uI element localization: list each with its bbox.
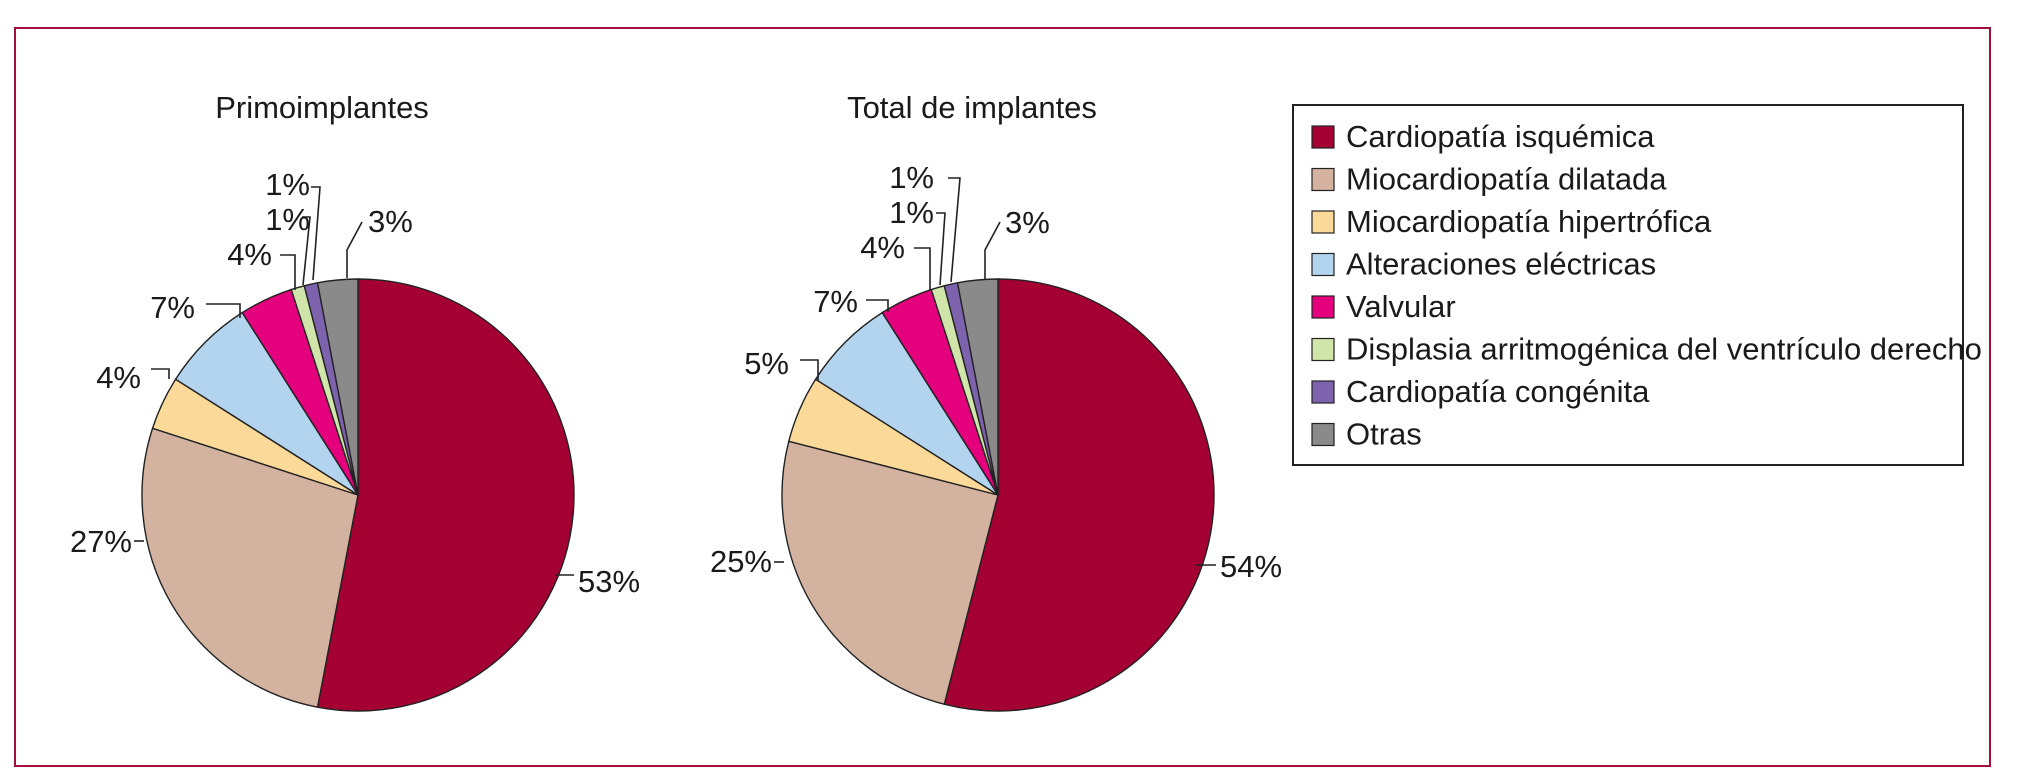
data-label-cardiopatia-congenita: 1% (889, 160, 934, 195)
leader-line-displasia-arritmogenica-del-ventriculo-derecho (936, 212, 946, 286)
legend: Cardiopatía isquémica Miocardiopatía dila… (1292, 104, 1982, 466)
data-label-miocardiopatia-hipertrofica: 4% (96, 360, 141, 395)
legend-label-miocardiopatia-dilatada: Miocardiopatía dilatada (1346, 162, 1667, 197)
legend-swatch-displasia-arritmogenica-del-ventriculo-derecho (1311, 337, 1335, 362)
leader-line-cardiopatia-congenita (948, 177, 961, 283)
legend-swatch-valvular (1311, 295, 1335, 319)
legend-swatch-miocardiopatia-hipertrofica (1311, 210, 1335, 234)
data-label-cardiopatia-congenita: 1% (265, 167, 310, 202)
legend-swatch-cardiopatia-congenita (1311, 380, 1335, 404)
data-label-miocardiopatia-dilatada: 27% (70, 524, 132, 559)
data-label-cardiopatia-isquemica: 53% (578, 564, 640, 599)
pie-slice-otras (316, 278, 359, 496)
legend-swatch-cardiopatia-isquemica (1311, 125, 1335, 149)
leader-line-otras (346, 221, 363, 278)
leader-line-otras (984, 221, 1001, 280)
chart-title-total-de-implantes: Total de implantes (847, 90, 1097, 125)
legend-swatch-alteraciones-electricas (1311, 252, 1335, 277)
leader-line-miocardiopatia-hipertrofica (151, 368, 170, 379)
data-label-miocardiopatia-dilatada: 25% (710, 544, 772, 579)
data-label-otras: 3% (368, 204, 413, 239)
data-label-miocardiopatia-hipertrofica: 5% (744, 346, 789, 381)
data-label-alteraciones-electricas: 7% (813, 284, 858, 319)
data-label-otras: 3% (1005, 205, 1050, 240)
data-label-alteraciones-electricas: 7% (150, 290, 195, 325)
legend-label-miocardiopatia-hipertrofica: Miocardiopatía hipertrófica (1346, 204, 1712, 239)
pie-chart-total-de-implantes: 54%25%5%7%4%1%1%3% (710, 160, 1282, 712)
figure-border (14, 27, 1991, 767)
leader-line-alteraciones-electricas (206, 303, 241, 318)
chart-title-primoimplantes: Primoimplantes (215, 90, 429, 125)
leader-line-cardiopatia-congenita (311, 186, 321, 281)
legend-label-valvular: Valvular (1346, 289, 1456, 324)
legend-label-alteraciones-electricas: Alteraciones eléctricas (1346, 247, 1656, 282)
leader-line-displasia-arritmogenica-del-ventriculo-derecho (302, 216, 311, 286)
data-label-cardiopatia-isquemica: 54% (1220, 549, 1282, 584)
leader-line-miocardiopatia-hipertrofica (800, 359, 819, 380)
pie-slice-cardiopatia-isquemica (943, 278, 1215, 712)
pie-slice-otras (956, 278, 999, 496)
leader-line-valvular (914, 247, 931, 290)
pie-slice-miocardiopatia-dilatada (781, 440, 999, 706)
leader-line-alteraciones-electricas (866, 299, 889, 312)
legend-box (1292, 104, 1964, 466)
data-label-displasia-arritmogenica-del-ventriculo-derecho: 1% (889, 195, 934, 230)
legend-label-cardiopatia-isquemica: Cardiopatía isquémica (1346, 119, 1655, 154)
legend-label-otras: Otras (1346, 417, 1422, 452)
legend-label-cardiopatia-congenita: Cardiopatía congénita (1346, 374, 1650, 409)
pie-slice-miocardiopatia-dilatada (141, 427, 359, 708)
legend-label-displasia-arritmogenica-del-ventriculo-derecho: Displasia arritmogénica del ventrículo d… (1346, 332, 1982, 367)
data-label-valvular: 4% (860, 230, 905, 265)
legend-swatch-miocardiopatia-dilatada (1311, 167, 1335, 192)
data-label-valvular: 4% (227, 237, 272, 272)
pie-chart-primoimplantes: 53%27%4%7%4%1%1%3% (70, 167, 640, 712)
pie-slice-cardiopatia-isquemica (316, 278, 575, 712)
leader-line-valvular (280, 254, 296, 290)
legend-swatch-otras (1311, 422, 1335, 447)
data-label-displasia-arritmogenica-del-ventriculo-derecho: 1% (265, 202, 310, 237)
